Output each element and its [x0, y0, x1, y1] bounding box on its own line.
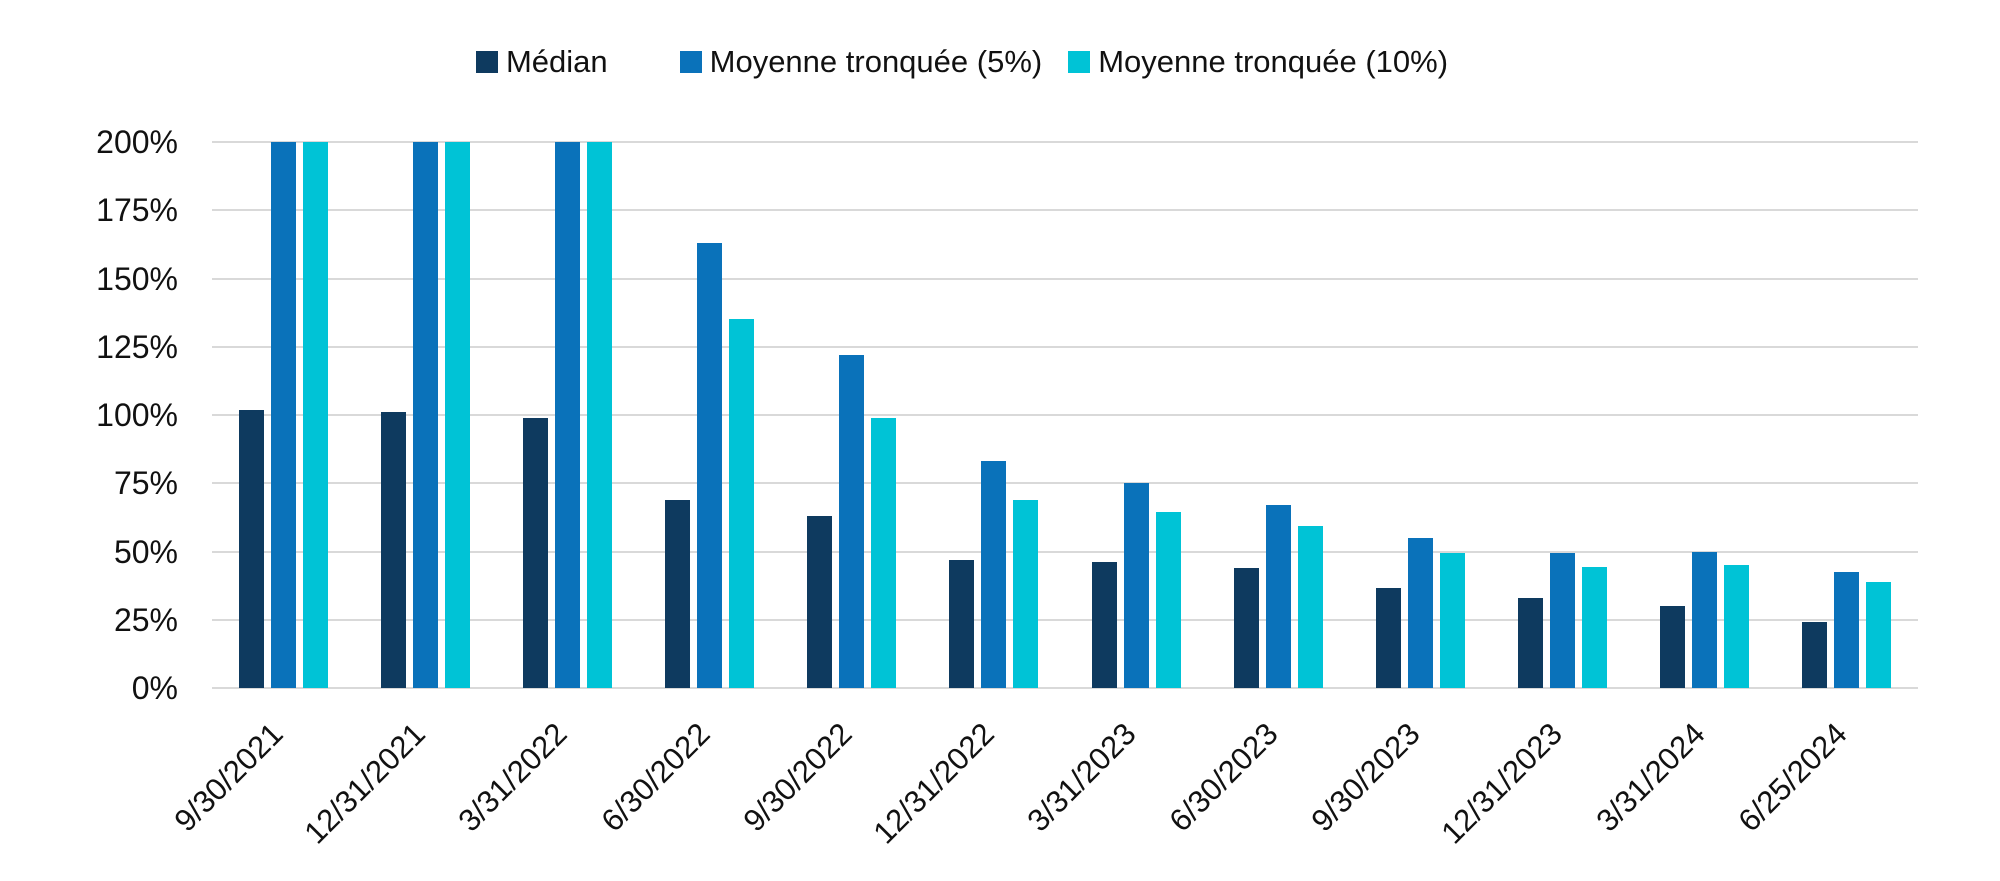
gridline	[212, 209, 1918, 212]
gridline	[212, 345, 1918, 348]
bar-trimmed-mean-5	[981, 461, 1007, 688]
y-axis-tick-label: 150%	[96, 260, 178, 297]
gridline	[212, 414, 1918, 416]
bar-median	[949, 559, 975, 688]
bar-trimmed-mean-5	[270, 142, 296, 688]
legend-label-median: Médian	[505, 44, 608, 79]
x-axis-tick-label-text: 12/31/2023	[1434, 716, 1570, 851]
x-axis-tick-label-text: 9/30/2023	[1304, 716, 1428, 839]
x-axis-tick-label-text: 12/31/2021	[297, 716, 432, 851]
y-axis-tick-label: 100%	[96, 397, 178, 433]
legend-label-trimmed-mean-5: Moyenne tronquée (5%)	[709, 44, 1043, 79]
x-axis-tick-label-text: 6/30/2023	[1162, 716, 1285, 839]
x-axis-tick-label-text: 12/31/2022	[866, 716, 1001, 851]
bar-median	[1660, 606, 1686, 688]
bar-trimmed-mean-5	[1834, 571, 1860, 688]
y-axis-tick-label: 0%	[131, 670, 178, 706]
bar-trimmed-mean-5	[1265, 505, 1291, 688]
bar-trimmed-mean-5	[1123, 483, 1149, 688]
gridline	[212, 618, 1918, 621]
legend-item-trimmed-mean-5: Moyenne tronquée (5%)	[679, 44, 1043, 80]
legend-item-median: Médian	[475, 44, 608, 80]
bar-trimmed-mean-5	[1407, 537, 1433, 688]
y-axis-tick-label: 175%	[96, 192, 178, 229]
bar-trimmed-mean-10	[1013, 499, 1039, 688]
bar-trimmed-mean-10	[729, 319, 755, 688]
bar-trimmed-mean-10	[586, 142, 612, 688]
gridline	[212, 687, 1918, 689]
y-axis-tick-label: 125%	[96, 328, 178, 365]
bar-trimmed-mean-5	[839, 354, 865, 688]
bar-trimmed-mean-5	[1692, 551, 1718, 688]
bar-trimmed-mean-5	[697, 243, 723, 688]
bar-median	[238, 409, 264, 688]
bar-median	[1233, 567, 1259, 688]
bar-median	[1375, 588, 1401, 688]
bar-median	[1518, 597, 1544, 688]
legend-swatch-trimmed-mean-10-icon	[1068, 51, 1091, 73]
x-axis-tick-label-text: 3/31/2022	[451, 716, 575, 839]
bar-trimmed-mean-5	[1550, 552, 1576, 688]
gridline	[212, 141, 1918, 143]
x-axis-tick-label-text: 9/30/2021	[167, 716, 290, 839]
x-axis-tick-label-text: 3/31/2023	[1020, 716, 1143, 839]
bar-median	[665, 499, 691, 688]
bar-median	[1802, 622, 1828, 688]
bar-trimmed-mean-5	[554, 142, 580, 688]
bar-median	[1091, 562, 1117, 688]
bar-trimmed-mean-5	[412, 142, 438, 688]
gridline	[212, 277, 1918, 280]
x-axis-tick-label-text: 6/25/2024	[1731, 716, 1854, 839]
chart-legend: Médian Moyenne tronquée (5%) Moyenne tro…	[0, 44, 2000, 80]
bar-trimmed-mean-10	[302, 142, 328, 688]
legend-swatch-median-icon	[475, 51, 498, 73]
x-axis-tick-label-text: 9/30/2022	[736, 716, 859, 839]
bar-trimmed-mean-10	[1582, 566, 1608, 688]
bar-trimmed-mean-10	[1155, 511, 1181, 688]
bar-median	[807, 516, 833, 688]
bar-median	[380, 412, 406, 688]
gridline	[212, 550, 1918, 553]
x-axis-tick-label-text: 3/31/2024	[1589, 716, 1712, 839]
bar-trimmed-mean-10	[1724, 565, 1750, 688]
legend-swatch-trimmed-mean-5-icon	[679, 51, 702, 73]
bar-median	[522, 417, 548, 688]
bar-trimmed-mean-10	[444, 142, 470, 688]
y-axis-tick-label: 50%	[113, 533, 178, 570]
bar-trimmed-mean-10	[1297, 525, 1323, 688]
bar-trimmed-mean-10	[1439, 552, 1465, 688]
y-axis-tick-label: 25%	[113, 601, 178, 638]
legend-item-trimmed-mean-10: Moyenne tronquée (10%)	[1068, 44, 1448, 80]
y-axis-tick-label: 200%	[96, 124, 178, 160]
gridline	[212, 482, 1918, 485]
y-axis-tick-label: 75%	[113, 465, 178, 502]
x-axis-tick-label-text: 6/30/2022	[594, 716, 717, 839]
bar-trimmed-mean-10	[871, 417, 897, 688]
bar-trimmed-mean-10	[1866, 581, 1892, 688]
legend-label-trimmed-mean-10: Moyenne tronquée (10%)	[1098, 44, 1449, 79]
